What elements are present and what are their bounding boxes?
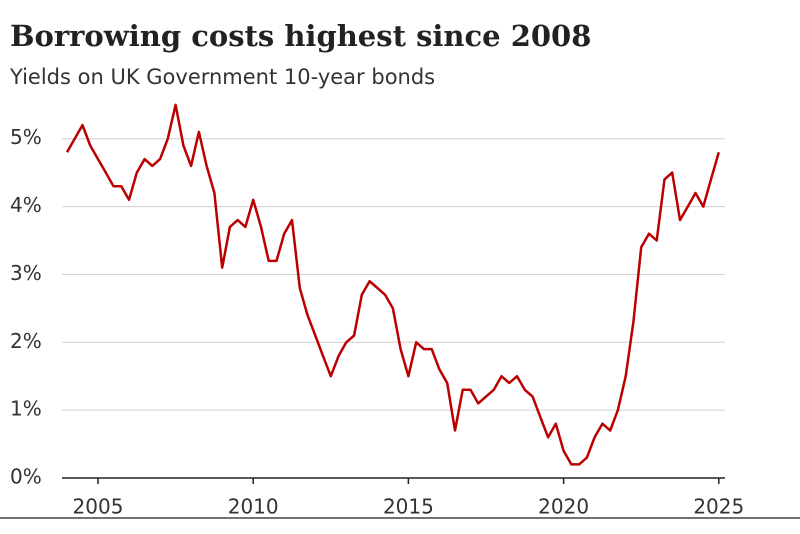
x-tick-label: 2025 bbox=[693, 495, 744, 519]
y-tick-label: 5% bbox=[10, 125, 42, 149]
y-tick-label: 2% bbox=[10, 329, 42, 353]
chart-subtitle: Yields on UK Government 10-year bonds bbox=[9, 65, 435, 89]
series-line bbox=[65, 103, 721, 466]
y-tick-label: 1% bbox=[10, 397, 42, 421]
x-tick-label: 2010 bbox=[228, 495, 279, 519]
y-tick-label: 4% bbox=[10, 193, 42, 217]
x-tick-label: 2015 bbox=[383, 495, 434, 519]
y-tick-label: 0% bbox=[10, 465, 42, 489]
x-tick-label: 2005 bbox=[73, 495, 124, 519]
chart-title: Borrowing costs highest since 2008 bbox=[10, 19, 591, 53]
x-tick-label: 2020 bbox=[538, 495, 589, 519]
y-tick-label: 3% bbox=[10, 261, 42, 285]
